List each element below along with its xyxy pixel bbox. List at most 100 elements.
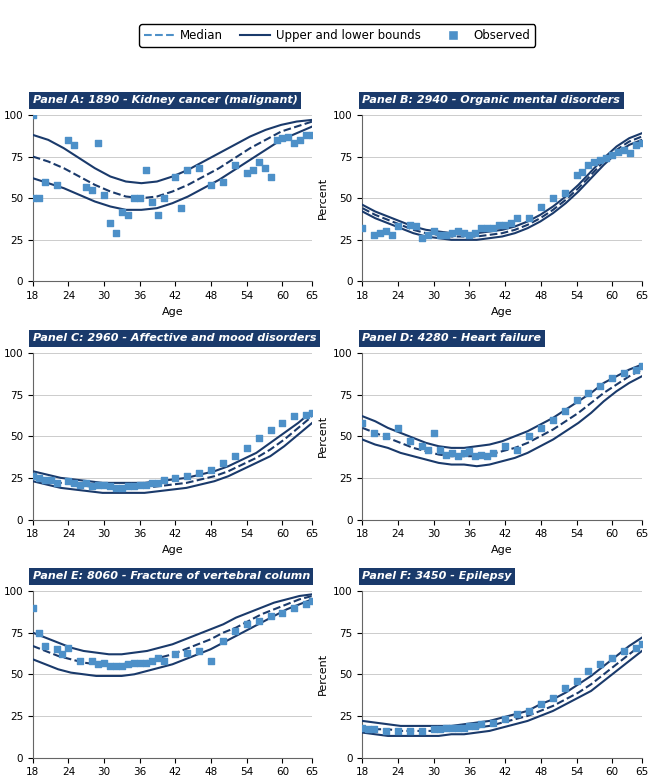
Point <box>512 708 522 721</box>
Point <box>500 713 510 726</box>
Point <box>170 170 181 183</box>
Point <box>63 475 73 487</box>
Point <box>470 227 481 240</box>
Point <box>458 447 469 459</box>
Point <box>122 480 133 493</box>
Y-axis label: Percent: Percent <box>318 653 328 695</box>
Point <box>369 723 380 736</box>
Point <box>488 716 498 729</box>
Point <box>33 626 44 639</box>
Point <box>153 476 163 489</box>
Point <box>583 665 593 677</box>
X-axis label: Age: Age <box>162 307 183 317</box>
Point <box>277 606 288 619</box>
Point <box>453 225 463 237</box>
Point <box>512 212 522 224</box>
Point <box>182 647 193 659</box>
Point <box>265 170 276 183</box>
Point <box>111 482 121 494</box>
Point <box>28 470 38 483</box>
Point <box>453 450 463 462</box>
Point <box>242 618 252 630</box>
Point <box>206 654 216 667</box>
Point <box>295 134 305 146</box>
Point <box>428 723 439 736</box>
Point <box>134 656 145 669</box>
Point <box>81 180 92 193</box>
Point <box>434 723 445 736</box>
Point <box>51 476 62 489</box>
Point <box>230 450 240 462</box>
Point <box>28 192 38 205</box>
Point <box>128 480 139 493</box>
Point <box>470 450 481 462</box>
Point <box>619 366 629 379</box>
Point <box>524 430 534 443</box>
Point <box>464 719 475 732</box>
Point <box>637 360 647 373</box>
Point <box>140 478 151 490</box>
Point <box>217 635 228 647</box>
Point <box>619 144 629 156</box>
Point <box>381 430 392 443</box>
Point <box>289 137 299 149</box>
Point <box>476 448 487 461</box>
Point <box>105 480 115 493</box>
Point <box>559 187 570 199</box>
Point <box>93 658 103 671</box>
Point <box>194 466 204 479</box>
Text: Panel C: 2960 - Affective and mood disorders: Panel C: 2960 - Affective and mood disor… <box>33 333 316 344</box>
Point <box>206 463 216 476</box>
Point <box>571 169 582 181</box>
Point <box>369 426 380 439</box>
Point <box>601 152 612 165</box>
Point <box>536 200 546 212</box>
Point <box>87 654 98 667</box>
Point <box>524 704 534 717</box>
Point <box>447 447 457 459</box>
Point <box>194 162 204 174</box>
Point <box>99 188 109 201</box>
Point <box>559 405 570 418</box>
Point <box>393 422 403 434</box>
Point <box>631 641 641 654</box>
Point <box>422 229 433 241</box>
Point <box>28 601 38 614</box>
Point <box>393 220 403 233</box>
Point <box>217 457 228 469</box>
Point <box>93 137 103 149</box>
Point <box>301 408 312 421</box>
Point <box>134 192 145 205</box>
Point <box>607 148 618 161</box>
X-axis label: Age: Age <box>162 545 183 555</box>
Point <box>51 179 62 191</box>
Point <box>583 159 593 171</box>
Point <box>375 227 386 240</box>
Point <box>111 227 121 240</box>
Text: Panel F: 3450 - Epilepsy: Panel F: 3450 - Epilepsy <box>362 572 512 581</box>
Point <box>428 225 439 237</box>
Point <box>134 478 145 490</box>
Point <box>39 175 50 187</box>
Point <box>277 416 288 429</box>
Point <box>283 130 293 143</box>
Point <box>99 656 109 669</box>
Point <box>105 217 115 230</box>
Point <box>242 167 252 180</box>
Point <box>577 166 588 178</box>
Point <box>230 625 240 637</box>
Point <box>271 134 282 146</box>
Point <box>217 175 228 187</box>
Point <box>458 722 469 734</box>
Point <box>75 478 86 490</box>
Point <box>111 660 121 672</box>
Point <box>277 132 288 144</box>
Point <box>259 162 270 174</box>
Point <box>357 722 367 734</box>
Point <box>265 610 276 622</box>
Point <box>69 476 80 489</box>
Point <box>637 638 647 651</box>
Point <box>265 423 276 436</box>
Point <box>387 229 398 241</box>
Point <box>548 413 558 426</box>
